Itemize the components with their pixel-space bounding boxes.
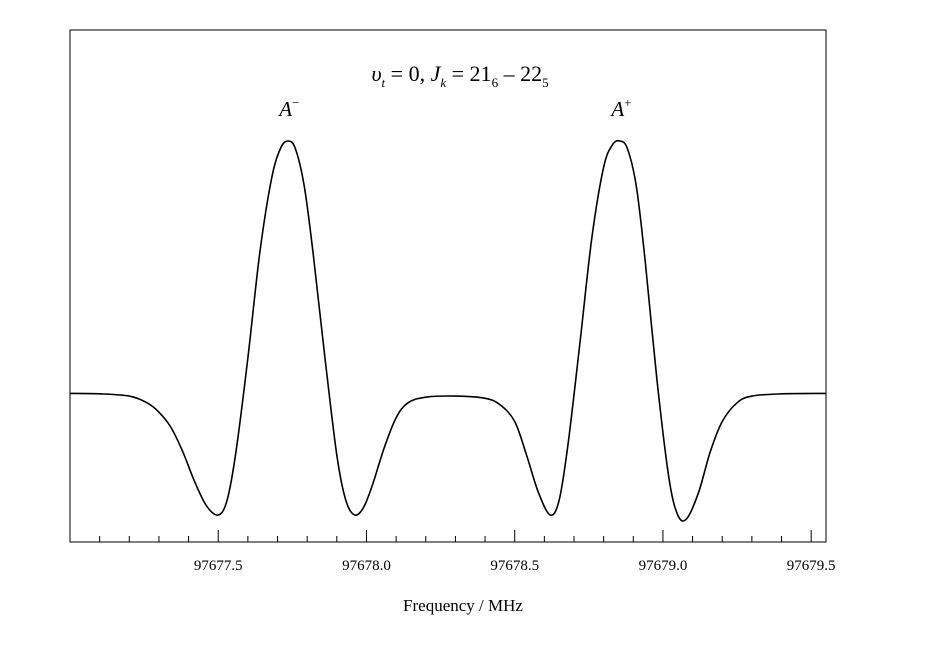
peak-label-sup: + <box>624 95 631 110</box>
spectrum-line <box>69 139 827 522</box>
title-sub5: 5 <box>542 75 549 90</box>
title-k-subscript: k <box>440 75 446 90</box>
x-tick-label: 97678.0 <box>342 558 391 574</box>
x-tick-label: 97679.5 <box>787 558 836 574</box>
peak-label-base: A <box>609 97 624 121</box>
plot-frame <box>69 29 827 543</box>
title-j-symbol: J <box>431 61 442 86</box>
chart-title: υt = 0, Jk = 216 – 225 <box>371 61 548 90</box>
x-tick-label: 97678.5 <box>490 558 539 574</box>
title-eq1: = 0, <box>385 61 430 86</box>
x-axis-title: Frequency / MHz <box>403 596 523 615</box>
title-sub6: 6 <box>492 75 499 90</box>
x-tick-label: 97677.5 <box>194 558 243 574</box>
x-tick-labels: 97677.5 97678.0 97678.5 97679.0 97679.5 <box>194 558 836 574</box>
peak-label-2: A+ <box>609 95 631 121</box>
peak-label-sup: − <box>292 95 299 110</box>
title-dash: – 22 <box>498 61 542 86</box>
minor-ticks <box>99 536 783 542</box>
peak-annotations: A− A+ <box>277 95 631 121</box>
title-v-symbol: υ <box>371 61 381 86</box>
peak-label-base: A <box>277 97 292 121</box>
x-tick-label: 97679.0 <box>639 558 688 574</box>
major-ticks <box>217 530 812 542</box>
title-t-subscript: t <box>382 75 386 90</box>
peak-label-1: A− <box>277 95 299 121</box>
title-eq2: = 21 <box>446 61 491 86</box>
